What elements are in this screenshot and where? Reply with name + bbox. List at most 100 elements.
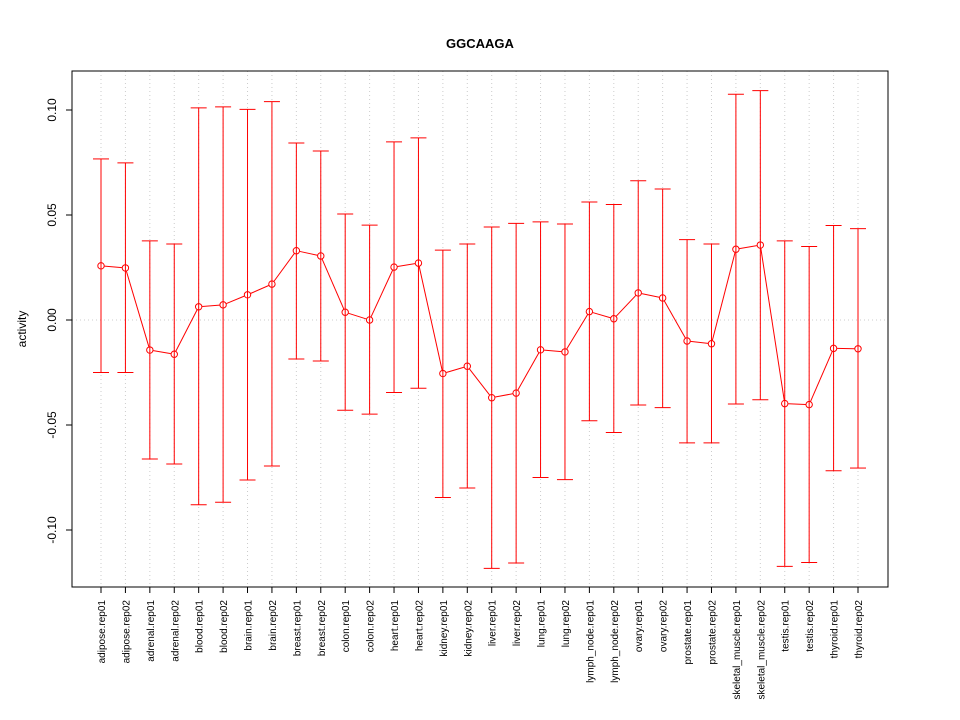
series-line-segment bbox=[711, 252, 736, 341]
series-line-segment bbox=[469, 368, 490, 396]
data-point bbox=[781, 399, 789, 408]
data-point bbox=[683, 337, 691, 345]
series-line-segment bbox=[543, 349, 562, 353]
series-line-segment bbox=[273, 253, 295, 282]
series-line-segment bbox=[299, 250, 318, 256]
x-tick-label: breast.rep01 bbox=[292, 600, 303, 657]
data-point bbox=[561, 348, 569, 356]
x-tick-label: kidney.rep01 bbox=[439, 600, 450, 657]
data-point bbox=[365, 316, 374, 324]
data-point bbox=[732, 245, 740, 253]
x-axis: adipose.rep01 adipose.rep02 adrenal.rep01 a… bbox=[97, 586, 865, 700]
x-tick-label: adipose.rep02 bbox=[121, 600, 132, 664]
data-point bbox=[756, 241, 765, 249]
data-point bbox=[121, 264, 130, 272]
x-tick-label: kidney.rep02 bbox=[463, 600, 474, 657]
series-activity bbox=[93, 90, 866, 569]
series-line-segment bbox=[250, 285, 269, 294]
data-point bbox=[292, 247, 301, 255]
chart-title: GGCAAGA bbox=[446, 36, 515, 51]
data-point bbox=[634, 289, 642, 297]
y-tick-label: 0.10 bbox=[45, 98, 59, 122]
data-point bbox=[854, 345, 862, 353]
data-point bbox=[341, 308, 349, 316]
x-tick-label: heart.rep02 bbox=[414, 600, 425, 652]
x-tick-label: thyroid.rep02 bbox=[854, 600, 865, 659]
grid bbox=[72, 71, 888, 587]
series-line-segment bbox=[641, 293, 660, 298]
data-point bbox=[585, 307, 594, 316]
series-line-segment bbox=[690, 340, 709, 344]
series-line-segment bbox=[125, 271, 150, 347]
x-tick-label: lymph_node.rep02 bbox=[610, 600, 621, 683]
series-line-segment bbox=[760, 248, 785, 401]
x-tick-label: liver.rep02 bbox=[512, 600, 523, 647]
series-line-segment bbox=[663, 300, 686, 339]
series-line-segment bbox=[495, 393, 513, 398]
data-point bbox=[317, 252, 325, 260]
x-tick-label: ovary.rep01 bbox=[634, 600, 645, 653]
series-line-segment bbox=[321, 258, 345, 310]
x-tick-label: lymph_node.rep01 bbox=[585, 600, 596, 683]
x-tick-label: brain.rep01 bbox=[244, 600, 255, 651]
data-point bbox=[268, 280, 276, 288]
series-line-segment bbox=[348, 312, 367, 320]
series-line-segment bbox=[175, 309, 198, 352]
series-line-segment bbox=[418, 266, 443, 371]
x-tick-label: lung.rep02 bbox=[561, 600, 572, 648]
data-point bbox=[243, 291, 252, 299]
series-line-segment bbox=[566, 314, 589, 350]
plot-area-frame bbox=[71, 70, 889, 588]
x-tick-label: skeletal_muscle.rep01 bbox=[732, 600, 743, 700]
data-point bbox=[463, 362, 471, 370]
x-tick-label: liver.rep01 bbox=[488, 600, 499, 647]
x-tick-label: skeletal_muscle.rep02 bbox=[756, 600, 767, 700]
series-line-segment bbox=[153, 350, 171, 355]
data-point bbox=[829, 344, 838, 353]
data-point bbox=[805, 400, 813, 409]
x-tick-label: adrenal.rep02 bbox=[170, 600, 181, 662]
data-point bbox=[414, 259, 423, 267]
data-point bbox=[658, 294, 667, 302]
x-tick-label: lung.rep01 bbox=[537, 600, 548, 648]
y-axis-label: activity bbox=[15, 311, 29, 348]
x-tick-label: blood.rep02 bbox=[219, 600, 230, 653]
x-tick-label: prostate.rep01 bbox=[683, 600, 694, 665]
series-line-segment bbox=[202, 304, 220, 307]
data-point bbox=[194, 303, 203, 311]
data-point bbox=[512, 389, 520, 397]
data-point bbox=[610, 315, 618, 323]
x-tick-label: colon.rep02 bbox=[366, 600, 377, 653]
x-tick-label: ovary.rep02 bbox=[659, 600, 670, 653]
y-tick-label: 0.05 bbox=[45, 203, 59, 227]
x-tick-label: prostate.rep02 bbox=[707, 600, 718, 665]
x-tick-label: colon.rep01 bbox=[341, 600, 352, 653]
series-line-segment bbox=[517, 352, 540, 391]
y-tick-label: 0.00 bbox=[45, 308, 59, 332]
data-point bbox=[488, 394, 496, 402]
x-tick-label: brain.rep02 bbox=[268, 600, 279, 651]
series-line-segment bbox=[592, 312, 611, 319]
data-point bbox=[439, 369, 447, 378]
x-tick-label: blood.rep01 bbox=[195, 600, 206, 653]
x-tick-label: thyroid.rep01 bbox=[830, 600, 841, 659]
data-point bbox=[707, 340, 716, 348]
x-tick-label: heart.rep01 bbox=[390, 600, 401, 652]
series-line-segment bbox=[226, 295, 245, 305]
series-line-segment bbox=[739, 245, 757, 250]
series-line-segment bbox=[104, 265, 122, 269]
series-line-segment bbox=[788, 403, 806, 405]
data-point bbox=[390, 263, 398, 271]
x-tick-label: testis.rep01 bbox=[781, 600, 792, 652]
x-tick-label: adipose.rep01 bbox=[97, 600, 108, 664]
x-tick-label: testis.rep02 bbox=[805, 600, 816, 652]
y-axis: -0.10 -0.05 0.00 0.05 0.10 bbox=[45, 98, 73, 544]
data-point bbox=[97, 262, 105, 270]
series-line-segment bbox=[615, 295, 637, 317]
x-tick-label: adrenal.rep01 bbox=[146, 600, 157, 662]
data-point bbox=[146, 346, 154, 354]
data-point bbox=[536, 346, 545, 354]
series-line-segment bbox=[446, 366, 465, 374]
data-point bbox=[219, 301, 227, 309]
